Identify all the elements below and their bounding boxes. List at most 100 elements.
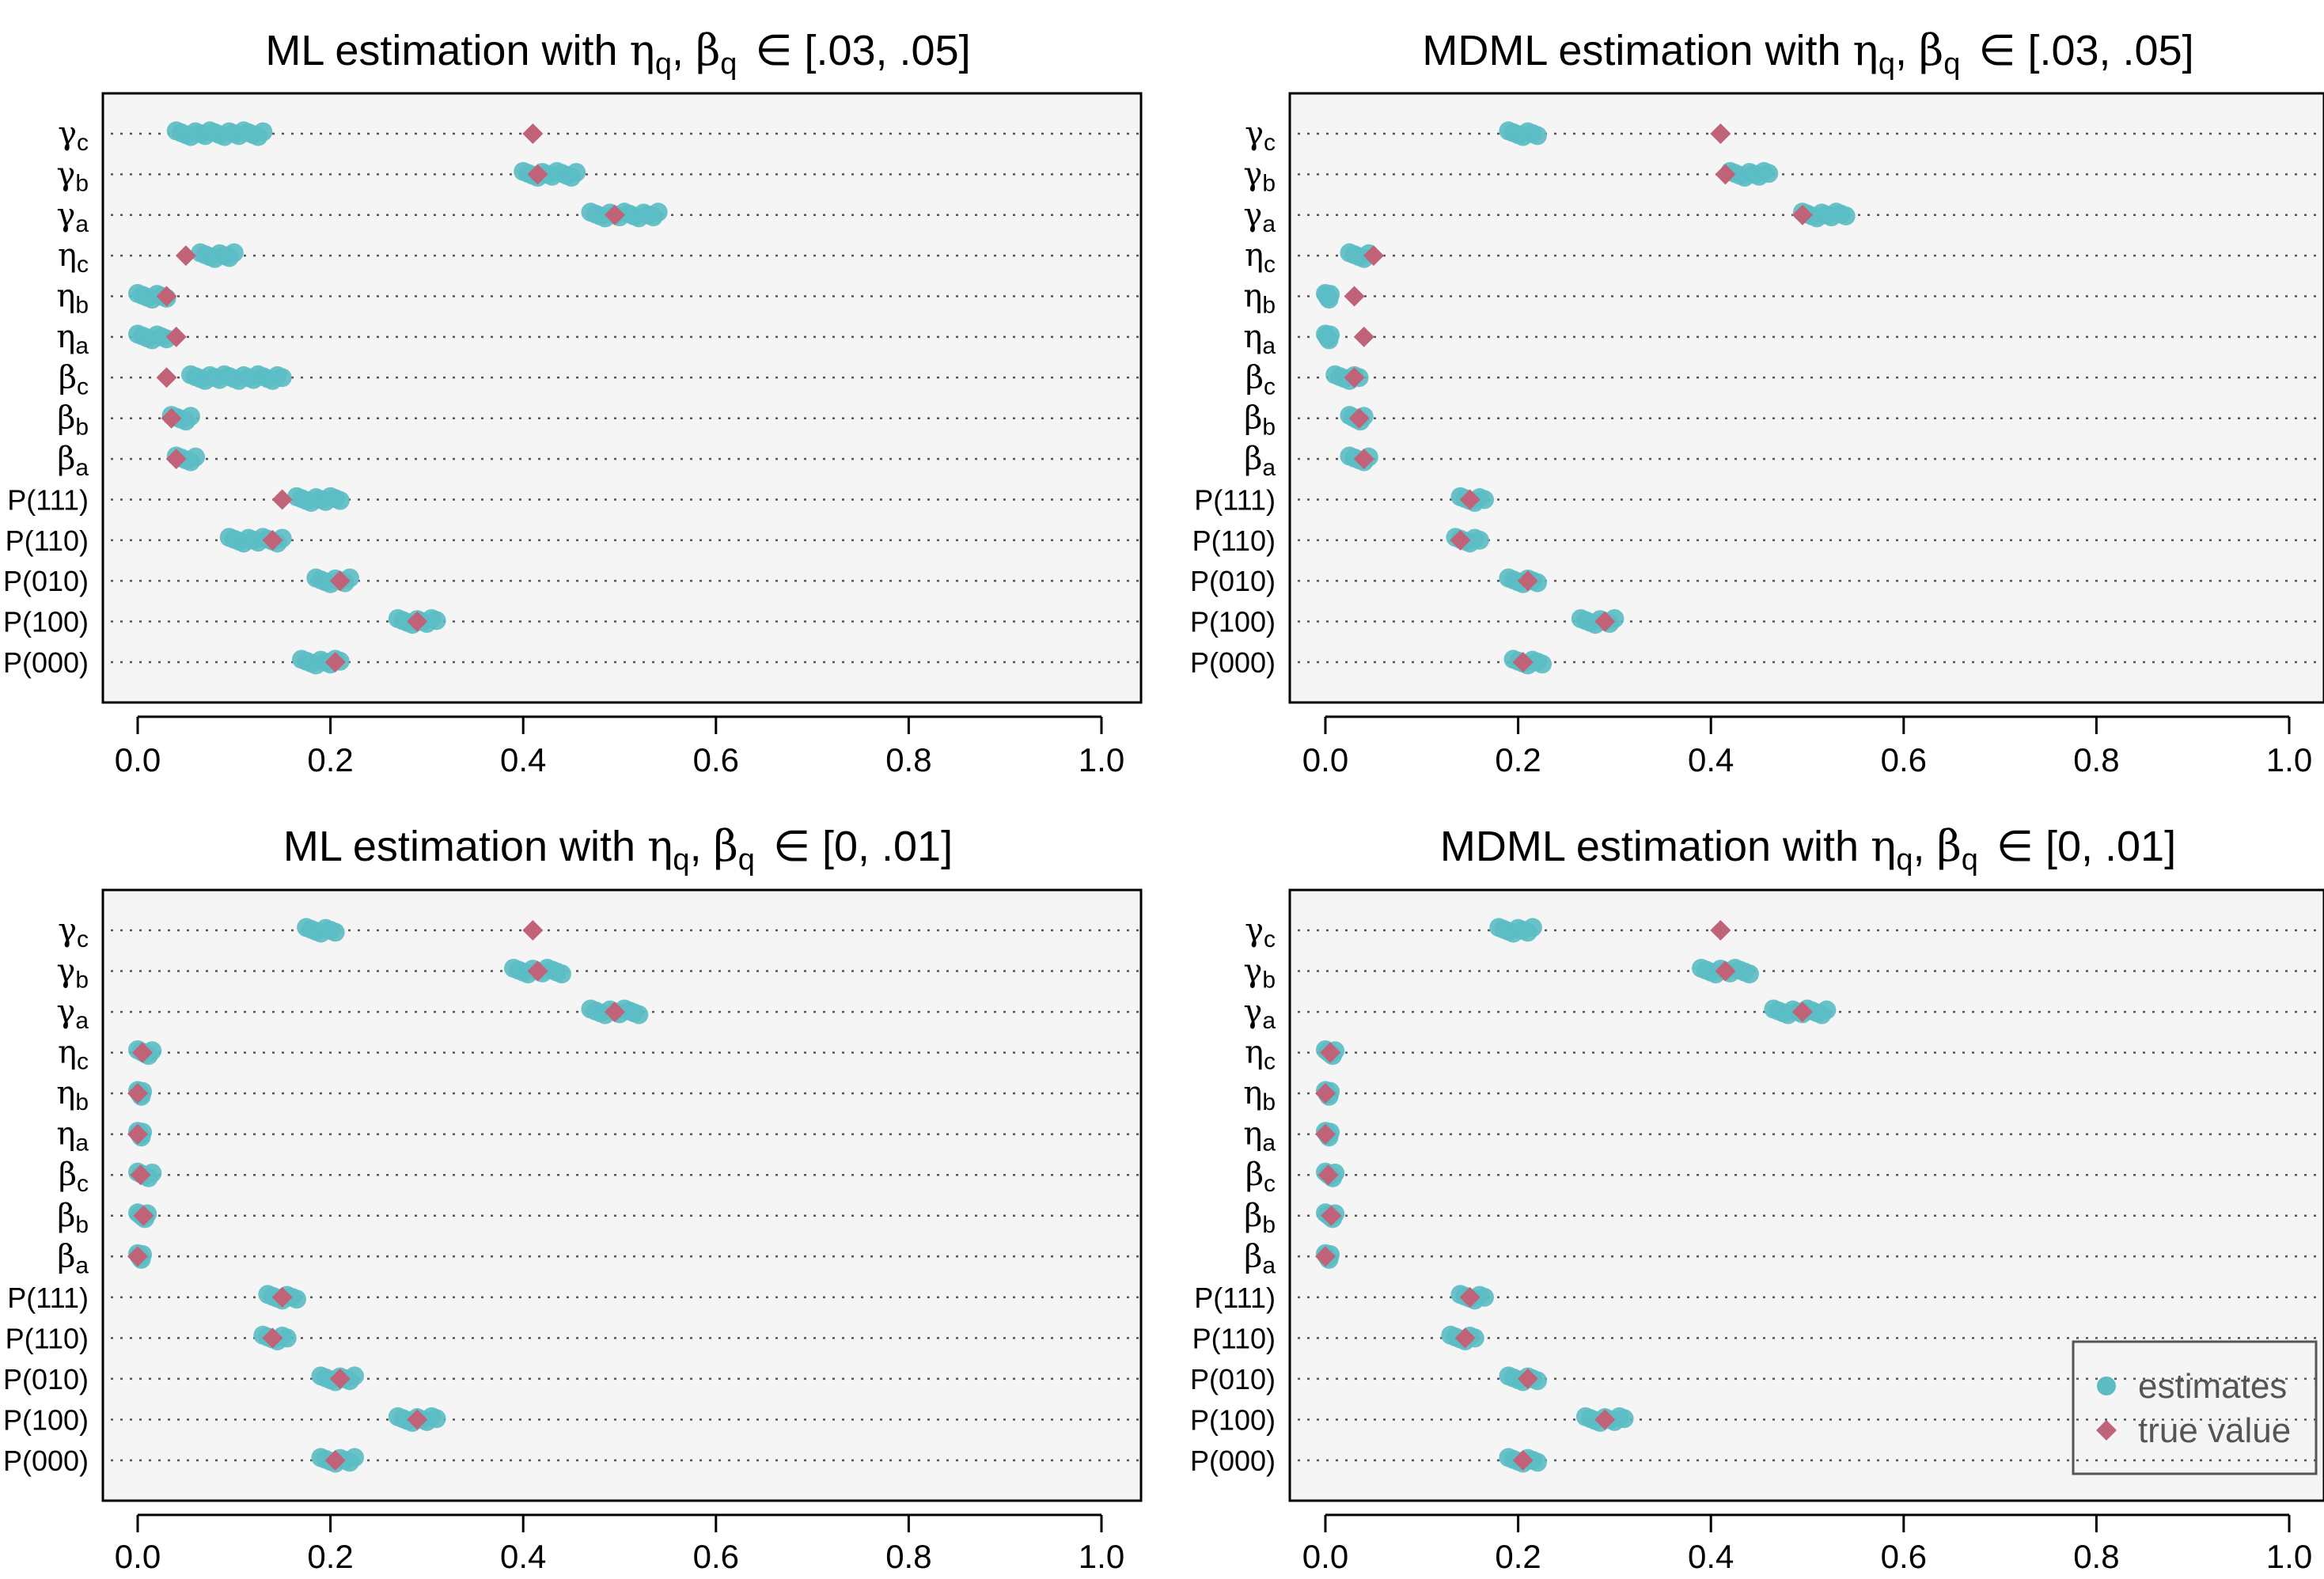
row-label: ηb: [1243, 1075, 1276, 1115]
true-value-point: [1317, 1164, 1339, 1186]
row-label: P(110): [6, 524, 89, 557]
plot-area: [1288, 92, 2324, 704]
row-label: P(000): [1190, 646, 1276, 679]
row-label: γc: [58, 912, 89, 952]
estimate-point: [277, 1328, 297, 1348]
row-label: P(100): [1190, 606, 1276, 638]
estimate-point: [286, 1289, 306, 1309]
row-label: P(000): [1190, 1445, 1276, 1477]
estimate-point: [253, 122, 273, 142]
x-tick-label: 0.4: [1688, 1538, 1734, 1575]
estimate-point: [1739, 964, 1759, 984]
true-value-point: [1710, 123, 1731, 144]
plot-area: [101, 92, 1143, 704]
row-label: P(110): [1192, 524, 1276, 557]
estimate-point: [180, 407, 200, 426]
plot-area: [101, 888, 1143, 1502]
x-tick-label: 0.8: [2073, 741, 2119, 778]
panel-3: ML estimation with ηq, βq ∈ [0, .01] 0.0 0…: [3, 821, 1143, 1575]
row-label: ηa: [1243, 1116, 1276, 1157]
estimate-point: [1533, 654, 1552, 674]
true-value-point: [262, 1327, 283, 1349]
estimate-point: [186, 447, 206, 467]
true-value-point: [132, 1042, 154, 1063]
row-label: P(111): [1194, 1282, 1276, 1314]
x-tick-label: 0.8: [885, 741, 931, 778]
true-value-point: [1459, 489, 1480, 510]
row-label: P(111): [1194, 483, 1276, 516]
row-label: βa: [1244, 1238, 1276, 1278]
true-value-point: [156, 286, 177, 307]
true-value-point: [522, 920, 544, 941]
true-value-point: [130, 1164, 151, 1186]
estimate-point: [1614, 1409, 1634, 1429]
true-value-point: [1517, 1368, 1538, 1389]
row-label: P(111): [7, 483, 89, 516]
row-label: P(000): [3, 1445, 89, 1477]
true-value-point: [1715, 960, 1736, 982]
true-value-point: [271, 489, 293, 510]
true-value-point: [527, 960, 548, 982]
true-value-point: [1315, 1246, 1336, 1267]
true-value-point: [1315, 1123, 1336, 1145]
true-value-point: [329, 1368, 351, 1389]
true-value-point: [1454, 1327, 1476, 1349]
estimate-point: [345, 1366, 365, 1386]
estimate-point: [1321, 285, 1340, 305]
chart-title: MDML estimation with ηq, βq ∈ [0, .01]: [1440, 821, 2176, 877]
row-label: P(111): [7, 1282, 89, 1314]
true-value-point: [407, 611, 428, 632]
estimate-point: [1836, 206, 1856, 225]
legend-label: estimates: [2138, 1367, 2287, 1406]
estimate-point: [648, 203, 668, 222]
true-value-point: [165, 449, 187, 470]
row-label: βb: [57, 1198, 89, 1238]
row-label: ηb: [1243, 278, 1276, 319]
x-tick-label: 0.0: [1302, 1538, 1348, 1575]
legend-estimates-marker: [2097, 1376, 2116, 1395]
row-label: P(010): [3, 1363, 89, 1395]
row-label: P(100): [3, 606, 89, 638]
x-tick-label: 0.8: [2073, 1538, 2119, 1575]
row-label: P(010): [3, 565, 89, 597]
estimate-point: [567, 162, 586, 182]
row-label: βc: [1245, 1157, 1276, 1197]
true-value-point: [1353, 326, 1374, 347]
chart-title: ML estimation with ηq, βq ∈ [.03, .05]: [265, 25, 970, 81]
true-value-point: [1594, 611, 1616, 632]
x-tick-label: 0.0: [1302, 741, 1348, 778]
row-label: P(010): [1190, 1363, 1276, 1395]
x-tick-label: 1.0: [1079, 1538, 1124, 1575]
x-tick-label: 0.2: [1495, 741, 1541, 778]
true-value-point: [329, 570, 351, 592]
row-label: P(110): [6, 1322, 89, 1354]
estimate-point: [345, 1448, 365, 1467]
row-label: βc: [1245, 359, 1276, 399]
true-value-point: [1791, 1002, 1813, 1023]
panel-4: MDML estimation with ηq, βq ∈ [0, .01] 0.…: [1190, 821, 2324, 1575]
x-tick-label: 0.4: [500, 741, 546, 778]
panel-2: MDML estimation with ηq, βq ∈ [.03, .05]…: [1190, 25, 2324, 778]
true-value-point: [1315, 1083, 1336, 1104]
estimate-point: [1527, 126, 1547, 146]
row-label: γc: [1245, 912, 1276, 952]
true-value-point: [156, 367, 177, 388]
true-value-point: [1517, 570, 1538, 592]
x-tick-label: 0.6: [1881, 741, 1927, 778]
x-tick-label: 0.6: [693, 1538, 739, 1575]
row-label: γa: [1243, 197, 1276, 237]
true-value-point: [1353, 449, 1374, 470]
row-label: βb: [1244, 1198, 1276, 1238]
x-tick-label: 0.4: [1688, 741, 1734, 778]
row-label: βa: [57, 1238, 89, 1278]
estimate-point: [1817, 1000, 1837, 1020]
row-label: ηc: [1245, 237, 1276, 278]
true-value-point: [1348, 407, 1370, 429]
x-tick-label: 0.2: [307, 1538, 353, 1575]
legend-box: [2072, 1340, 2318, 1475]
estimate-point: [1474, 1287, 1494, 1307]
x-tick-label: 1.0: [2266, 741, 2312, 778]
row-label: P(000): [3, 646, 89, 679]
chart-title: ML estimation with ηq, βq ∈ [0, .01]: [283, 821, 953, 877]
